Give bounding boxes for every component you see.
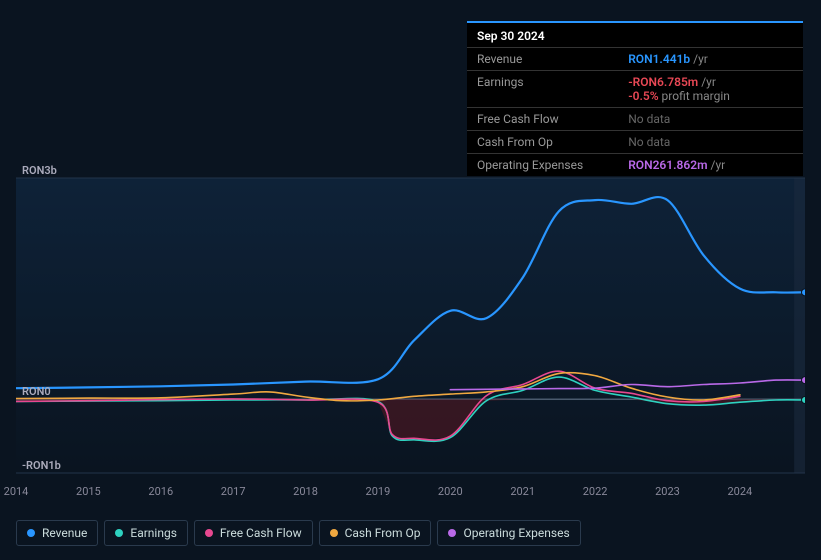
legend-dot-icon xyxy=(205,529,213,537)
x-axis-label: 2017 xyxy=(221,485,246,498)
tooltip-metric-label: Cash From Op xyxy=(467,131,618,154)
legend-dot-icon xyxy=(27,529,35,537)
x-axis-label: 2024 xyxy=(727,485,752,498)
y-axis-label: RON3b xyxy=(22,164,57,177)
x-axis-label: 2021 xyxy=(510,485,535,498)
tooltip-table: RevenueRON1.441b /yrEarnings-RON6.785m /… xyxy=(467,47,803,176)
line-chart[interactable] xyxy=(16,160,805,495)
legend-label: Free Cash Flow xyxy=(220,526,302,540)
legend-item-revenue[interactable]: Revenue xyxy=(16,520,98,546)
x-axis-label: 2014 xyxy=(4,485,29,498)
legend-item-fcf[interactable]: Free Cash Flow xyxy=(194,520,313,546)
legend-label: Revenue xyxy=(42,526,87,540)
legend-dot-icon xyxy=(448,529,456,537)
tooltip-metric-label: Revenue xyxy=(467,48,618,71)
legend-label: Earnings xyxy=(130,526,177,540)
legend-label: Cash From Op xyxy=(345,526,421,540)
x-axis-label: 2020 xyxy=(438,485,463,498)
x-axis-labels: 2014201520162017201820192020202120222023… xyxy=(16,485,805,499)
legend-item-earnings[interactable]: Earnings xyxy=(104,520,188,546)
x-axis-label: 2016 xyxy=(148,485,173,498)
tooltip-date: Sep 30 2024 xyxy=(467,23,803,47)
legend-item-opex[interactable]: Operating Expenses xyxy=(437,520,580,546)
y-axis-label: -RON1b xyxy=(22,459,61,472)
tooltip-metric-label: Earnings xyxy=(467,71,618,108)
tooltip-metric-value: No data xyxy=(618,108,803,131)
legend-item-cfo[interactable]: Cash From Op xyxy=(319,520,432,546)
chart-legend: Revenue Earnings Free Cash Flow Cash From O… xyxy=(16,520,581,546)
x-axis-label: 2023 xyxy=(655,485,680,498)
tooltip-metric-label: Free Cash Flow xyxy=(467,108,618,131)
tooltip-metric-value: No data xyxy=(618,131,803,154)
x-axis-label: 2022 xyxy=(583,485,608,498)
x-axis-label: 2019 xyxy=(366,485,391,498)
data-tooltip: Sep 30 2024 RevenueRON1.441b /yrEarnings… xyxy=(467,21,803,176)
legend-dot-icon xyxy=(330,529,338,537)
x-axis-label: 2018 xyxy=(293,485,318,498)
y-axis-label: RON0 xyxy=(22,385,51,398)
tooltip-metric-value: RON1.441b /yr xyxy=(618,48,803,71)
chart-container: Sep 30 2024 RevenueRON1.441b /yrEarnings… xyxy=(0,0,821,560)
legend-dot-icon xyxy=(115,529,123,537)
tooltip-metric-value: -RON6.785m /yr-0.5% profit margin xyxy=(618,71,803,108)
legend-label: Operating Expenses xyxy=(463,526,569,540)
x-axis-label: 2015 xyxy=(76,485,101,498)
